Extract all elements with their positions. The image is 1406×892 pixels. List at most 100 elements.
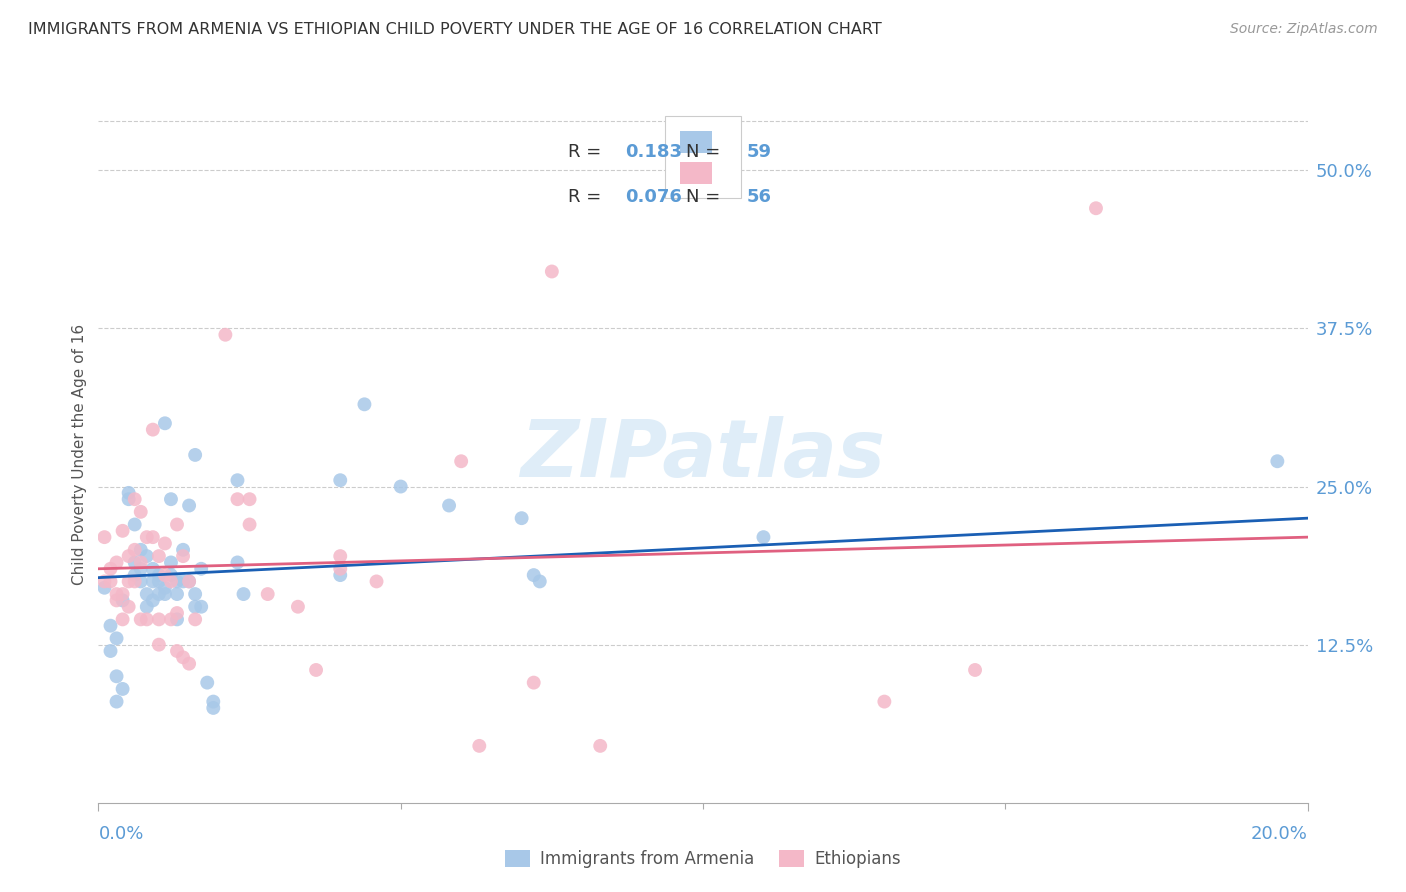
Point bbox=[129, 612, 152, 626]
Point bbox=[179, 574, 201, 589]
Text: 0.076: 0.076 bbox=[626, 188, 682, 206]
Point bbox=[166, 517, 188, 532]
Point bbox=[540, 264, 562, 278]
Point bbox=[111, 587, 134, 601]
Point bbox=[329, 473, 352, 487]
Point bbox=[148, 612, 170, 626]
Point bbox=[124, 517, 146, 532]
Point bbox=[105, 695, 128, 709]
Point bbox=[153, 581, 176, 595]
Point bbox=[160, 568, 183, 582]
Point bbox=[166, 606, 188, 620]
Point bbox=[172, 650, 194, 665]
Point bbox=[752, 530, 775, 544]
Point bbox=[450, 454, 472, 468]
Point bbox=[100, 644, 122, 658]
Point bbox=[93, 574, 115, 589]
Point bbox=[148, 587, 170, 601]
Text: 56: 56 bbox=[747, 188, 772, 206]
Point bbox=[184, 599, 207, 614]
Point bbox=[523, 568, 546, 582]
Point bbox=[100, 574, 122, 589]
Point bbox=[195, 675, 218, 690]
Point bbox=[105, 593, 128, 607]
Point bbox=[93, 530, 115, 544]
Point bbox=[111, 524, 134, 538]
Text: IMMIGRANTS FROM ARMENIA VS ETHIOPIAN CHILD POVERTY UNDER THE AGE OF 16 CORRELATI: IMMIGRANTS FROM ARMENIA VS ETHIOPIAN CHI… bbox=[28, 22, 882, 37]
Point bbox=[142, 593, 165, 607]
Point bbox=[148, 574, 170, 589]
Point bbox=[153, 536, 176, 550]
Text: N =: N = bbox=[686, 144, 725, 161]
Point bbox=[135, 530, 157, 544]
Point bbox=[329, 549, 352, 563]
Point bbox=[1267, 454, 1289, 468]
Point bbox=[129, 562, 152, 576]
Text: 20.0%: 20.0% bbox=[1251, 825, 1308, 843]
Point bbox=[160, 556, 183, 570]
Point bbox=[105, 556, 128, 570]
Point bbox=[135, 587, 157, 601]
Point bbox=[239, 492, 262, 507]
Point bbox=[118, 574, 141, 589]
Point bbox=[124, 568, 146, 582]
Point bbox=[226, 492, 249, 507]
Text: N =: N = bbox=[686, 188, 725, 206]
Point bbox=[142, 423, 165, 437]
Point bbox=[124, 574, 146, 589]
Point bbox=[111, 612, 134, 626]
Point bbox=[142, 562, 165, 576]
Point bbox=[129, 556, 152, 570]
Point bbox=[129, 542, 152, 557]
Point bbox=[389, 479, 412, 493]
Point bbox=[179, 499, 201, 513]
Point bbox=[256, 587, 278, 601]
Point bbox=[93, 581, 115, 595]
Point bbox=[965, 663, 987, 677]
Point bbox=[214, 327, 236, 342]
Point bbox=[437, 499, 460, 513]
Point bbox=[148, 549, 170, 563]
Legend: , : , bbox=[665, 116, 741, 198]
Text: 59: 59 bbox=[747, 144, 772, 161]
Point bbox=[135, 549, 157, 563]
Point bbox=[118, 492, 141, 507]
Text: 0.0%: 0.0% bbox=[98, 825, 143, 843]
Text: R =: R = bbox=[568, 144, 606, 161]
Y-axis label: Child Poverty Under the Age of 16: Child Poverty Under the Age of 16 bbox=[72, 325, 87, 585]
Point bbox=[226, 473, 249, 487]
Point bbox=[166, 587, 188, 601]
Point bbox=[329, 568, 352, 582]
Text: R =: R = bbox=[568, 188, 606, 206]
Point bbox=[118, 599, 141, 614]
Point bbox=[202, 701, 225, 715]
Point bbox=[160, 492, 183, 507]
Point bbox=[529, 574, 551, 589]
Point bbox=[468, 739, 491, 753]
Text: ZIPatlas: ZIPatlas bbox=[520, 416, 886, 494]
Point bbox=[135, 599, 157, 614]
Point bbox=[153, 587, 176, 601]
Point bbox=[184, 612, 207, 626]
Point bbox=[124, 556, 146, 570]
Point bbox=[124, 542, 146, 557]
Point bbox=[239, 517, 262, 532]
Point bbox=[232, 587, 254, 601]
Point bbox=[142, 574, 165, 589]
Point bbox=[190, 562, 212, 576]
Point bbox=[111, 681, 134, 696]
Point bbox=[166, 644, 188, 658]
Point bbox=[124, 492, 146, 507]
Point bbox=[287, 599, 309, 614]
Point bbox=[172, 549, 194, 563]
Point bbox=[135, 612, 157, 626]
Point bbox=[160, 612, 183, 626]
Point bbox=[166, 574, 188, 589]
Point bbox=[160, 574, 183, 589]
Point bbox=[179, 657, 201, 671]
Point bbox=[172, 542, 194, 557]
Point bbox=[353, 397, 375, 411]
Point bbox=[129, 574, 152, 589]
Point bbox=[118, 549, 141, 563]
Point bbox=[184, 448, 207, 462]
